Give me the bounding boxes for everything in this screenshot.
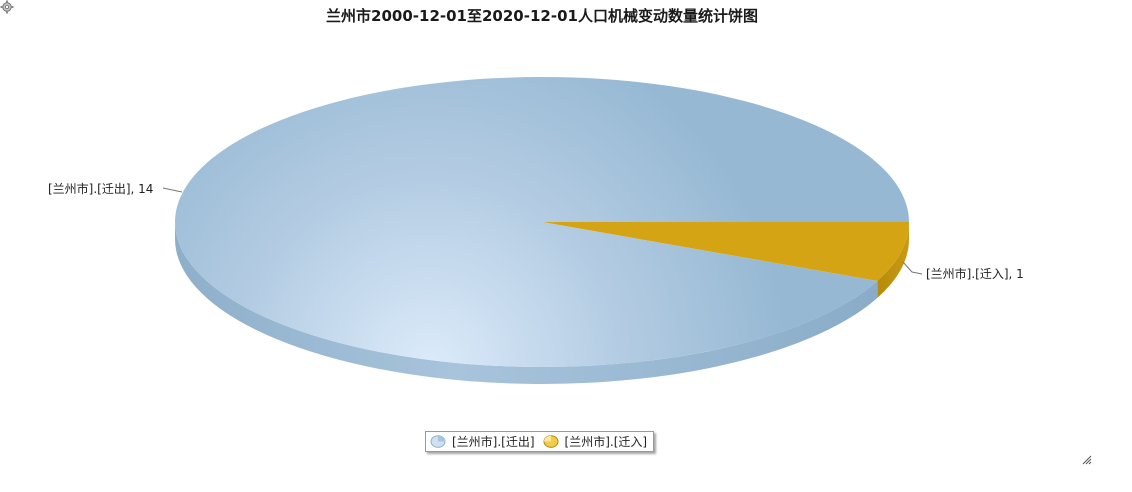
chart-title: 兰州市2000-12-01至2020-12-01人口机械变动数量统计饼图 <box>326 7 758 25</box>
pie-slice[interactable] <box>174 76 909 367</box>
leader-line <box>902 261 923 275</box>
legend-item-outflow[interactable]: [兰州市].[迁出] <box>430 433 535 450</box>
legend-label-outflow: [兰州市].[迁出] <box>452 435 535 449</box>
legend: [兰州市].[迁出] [兰州市].[迁入] <box>425 431 655 452</box>
legend-label-inflow: [兰州市].[迁入] <box>564 435 648 449</box>
pie-slice-side <box>877 222 909 298</box>
gear-icon[interactable] <box>0 0 14 14</box>
resize-grip-icon[interactable] <box>1080 453 1092 465</box>
pie-swatch-icon <box>430 435 446 448</box>
slice-data-label: [兰州市].[迁入], 1 <box>926 266 1024 281</box>
pie-swatch-icon <box>543 435 559 448</box>
slice-data-label: [兰州市].[迁出], 14 <box>48 181 153 196</box>
legend-item-inflow[interactable]: [兰州市].[迁入] <box>543 433 648 450</box>
leader-line <box>162 187 183 193</box>
pie-slice[interactable] <box>542 222 909 281</box>
